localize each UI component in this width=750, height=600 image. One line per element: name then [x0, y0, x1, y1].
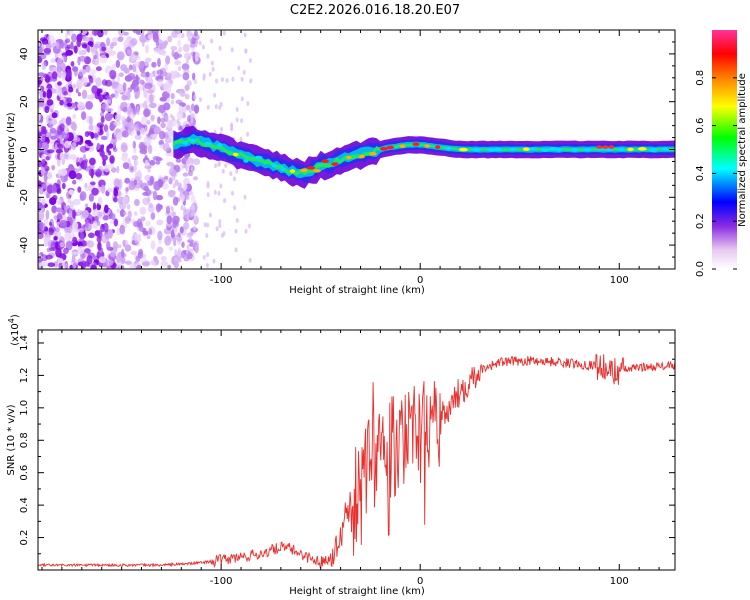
y-multiplier: (x104)	[7, 314, 21, 346]
spectral-peak	[618, 147, 625, 152]
spectral-peak	[637, 147, 647, 151]
spectral-peak	[435, 145, 441, 149]
spectral-peak	[648, 148, 658, 152]
snr-line	[38, 353, 675, 569]
spectral-peak	[596, 145, 603, 149]
y-tick-label: 0.4	[19, 497, 30, 513]
y-tick-label: 0	[19, 146, 30, 152]
spectral-peak	[472, 148, 482, 152]
spectral-peak	[487, 148, 496, 152]
spectrogram-panel: -40 -20 0 20 40 -100 0 100 Height of straight li…	[6, 29, 676, 296]
snr-panel: 0.2 0.4 0.6 0.8 1.0 1.2 1.4 -100 0 100 Height of s…	[6, 314, 676, 597]
x-axis-label: Height of straight line (km)	[289, 285, 425, 296]
spectral-peak	[399, 144, 406, 149]
spectral-peak	[555, 148, 563, 152]
y-tick-label: 1.0	[19, 400, 30, 416]
spectral-peak	[243, 159, 249, 163]
spectral-band-layer	[173, 133, 675, 179]
spectral-peak	[217, 143, 223, 147]
spectral-peak	[346, 155, 352, 160]
x-tick-label: 0	[417, 275, 423, 286]
colorbar-tick-label: 0.2	[695, 213, 706, 229]
y-tick-label: 40	[19, 48, 30, 61]
y-axis-label: SNR (10 * v/v)	[6, 404, 17, 475]
spectral-peak	[189, 138, 197, 143]
spectral-peak	[541, 148, 549, 152]
spectral-peak	[204, 141, 212, 146]
spectral-peak	[549, 147, 557, 151]
spectral-peak	[602, 145, 609, 149]
spectral-peak	[571, 148, 578, 152]
spectral-peak	[271, 163, 277, 168]
snr-frame	[37, 329, 676, 571]
y-axis-label: Frequency (Hz)	[6, 112, 17, 188]
spectral-peak	[662, 147, 669, 151]
spectral-peak	[583, 147, 592, 152]
x-axis-label: Height of straight line (km)	[289, 586, 425, 597]
spectral-peak	[331, 162, 339, 166]
y-tick-label: 0.8	[19, 432, 30, 448]
spectral-peak	[280, 167, 286, 171]
spectral-peak	[608, 145, 615, 149]
colorbar-tick-label: 0.0	[695, 261, 706, 277]
spectral-peak	[445, 146, 452, 151]
chart-title: C2E2.2026.016.18.20.E07	[290, 3, 460, 18]
colorbar-tick-label: 0.4	[695, 165, 706, 181]
spectral-peak	[458, 147, 468, 152]
x-tick-label: -100	[210, 275, 233, 286]
spectral-peak	[627, 147, 634, 152]
spectral-band-layer	[173, 137, 675, 176]
spectral-peak	[232, 152, 239, 157]
spectral-peak	[386, 145, 395, 150]
colorbar-label: Normalized spectral amplitude	[737, 73, 748, 227]
x-tick-label: 0	[417, 576, 423, 587]
multiplier-close: )	[10, 314, 21, 318]
spectral-peak	[510, 147, 516, 152]
spectral-peak	[313, 169, 321, 173]
multiplier-base: (x10	[10, 323, 21, 346]
y-multiplier-label: (x104)	[7, 314, 21, 346]
x-tick-label: -100	[210, 576, 233, 587]
spectral-peak	[321, 159, 329, 163]
spectrogram-image	[38, 30, 675, 269]
snr-series	[38, 353, 675, 569]
spectral-peak	[300, 168, 308, 173]
x-tick-label: 100	[610, 576, 629, 587]
y-tick-label: 1.2	[19, 367, 30, 383]
spectral-peak	[522, 147, 530, 151]
spectral-peak	[358, 154, 365, 159]
spectral-peak	[306, 166, 316, 170]
y-tick-label: 1.4	[19, 335, 30, 351]
y-tick-label: 0.6	[19, 465, 30, 481]
multiplier-exponent: 4	[7, 318, 16, 323]
spectral-peak	[369, 151, 377, 156]
spectral-peak	[529, 147, 536, 151]
y-tick-label: 20	[19, 95, 30, 108]
colorbar-tick-label: 0.8	[695, 70, 706, 86]
spectral-peak	[254, 155, 263, 160]
spectral-peak	[424, 144, 430, 148]
colorbar: 0.0 0.2 0.4 0.6 0.8 Normalized spectral ampli…	[695, 30, 748, 277]
spectral-peak	[493, 147, 503, 152]
colorbar-gradient	[712, 30, 737, 269]
spectral-peak	[182, 141, 189, 145]
spectral-peak	[289, 169, 296, 173]
spectral-peak	[412, 142, 420, 146]
colorbar-tick-label: 0.6	[695, 118, 706, 134]
x-tick-label: 100	[610, 275, 629, 286]
y-tick-label: -20	[19, 189, 30, 205]
y-tick-label: 0.2	[19, 530, 30, 546]
y-tick-label: -40	[19, 237, 30, 253]
spectral-peak	[379, 147, 388, 151]
